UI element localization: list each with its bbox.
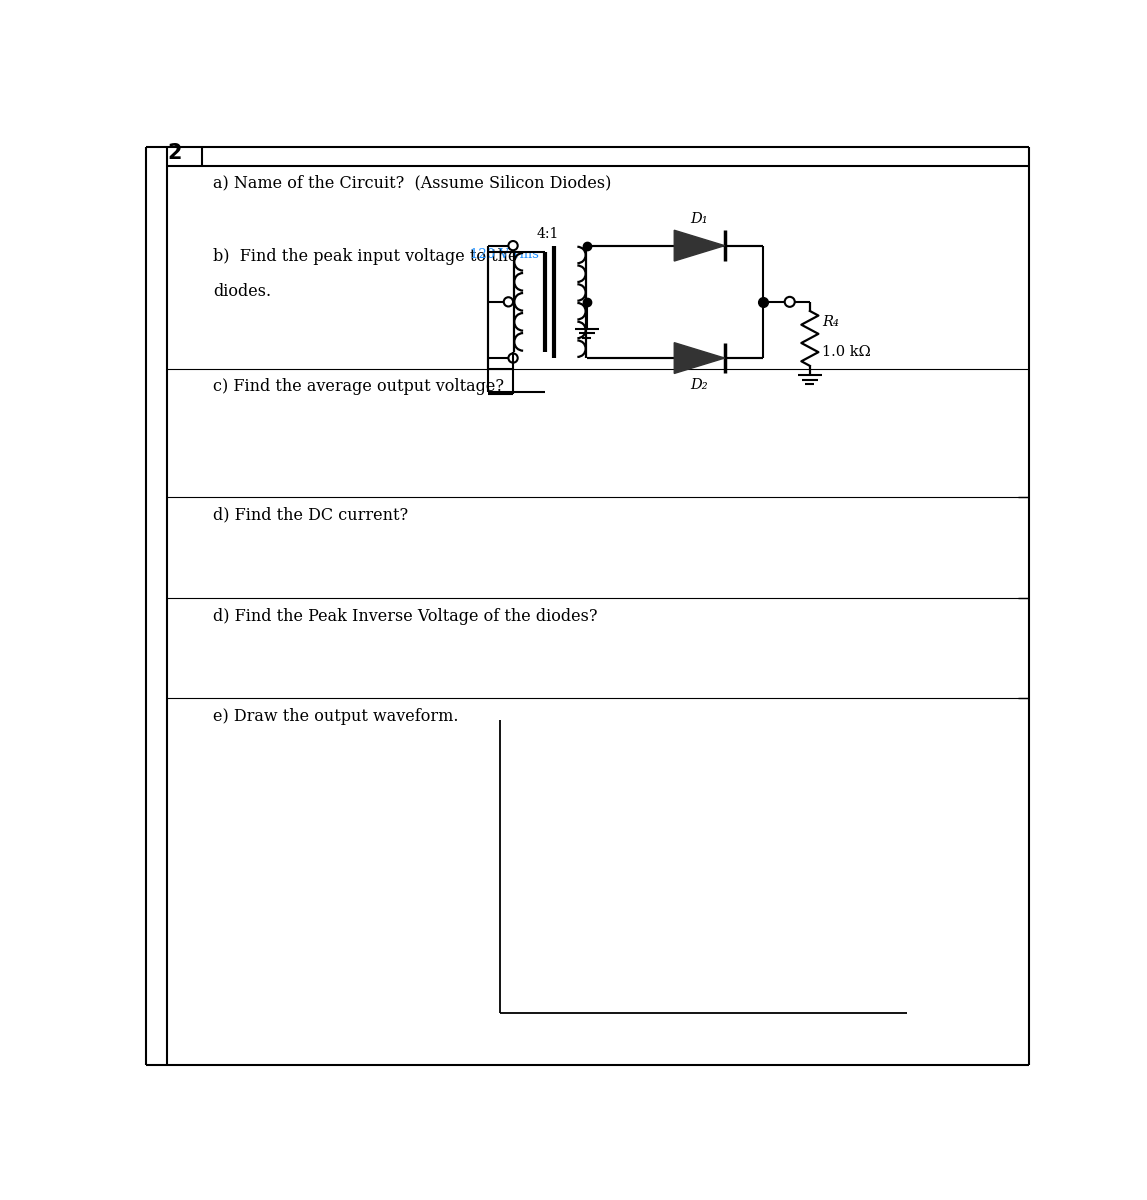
Text: 2: 2 — [167, 143, 181, 163]
Text: b)  Find the peak input voltage to the: b) Find the peak input voltage to the — [213, 248, 517, 265]
Text: e) Draw the output waveform.: e) Draw the output waveform. — [213, 708, 459, 725]
Polygon shape — [674, 230, 725, 262]
Text: 120 V rms: 120 V rms — [470, 248, 539, 260]
Text: d) Find the Peak Inverse Voltage of the diodes?: d) Find the Peak Inverse Voltage of the … — [213, 607, 598, 624]
Text: 4:1: 4:1 — [537, 227, 559, 241]
Text: diodes.: diodes. — [213, 282, 271, 300]
Text: d) Find the DC current?: d) Find the DC current? — [213, 506, 408, 523]
Polygon shape — [674, 343, 725, 373]
Text: 1.0 kΩ: 1.0 kΩ — [822, 344, 871, 359]
Text: a) Name of the Circuit?  (Assume Silicon Diodes): a) Name of the Circuit? (Assume Silicon … — [213, 174, 611, 191]
Text: D₁: D₁ — [690, 211, 708, 226]
Text: R₄: R₄ — [822, 316, 840, 329]
Text: c) Find the average output voltage?: c) Find the average output voltage? — [213, 378, 505, 395]
Text: D₂: D₂ — [690, 378, 708, 392]
